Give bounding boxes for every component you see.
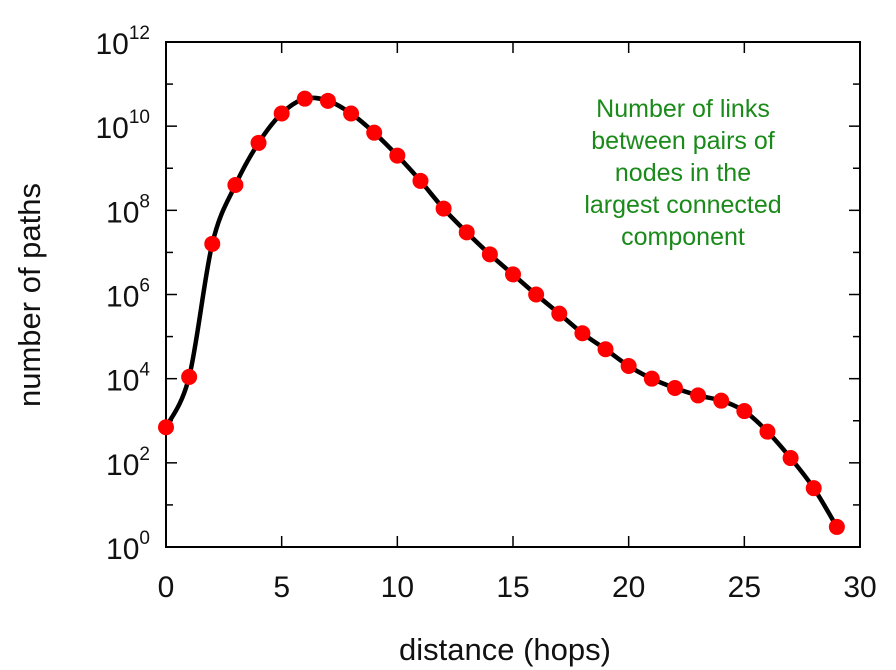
x-tick-label: 25 — [728, 571, 761, 604]
y-tick-label: 104 — [106, 360, 150, 398]
x-tick-labels: 0 5 10 15 20 25 30 — [158, 571, 877, 604]
y-tick-base: 10 — [106, 365, 139, 398]
y-tick-exponent: 12 — [129, 23, 150, 44]
data-point — [435, 200, 452, 217]
y-tick-exponent: 0 — [139, 528, 150, 549]
data-point — [250, 134, 267, 151]
data-point — [643, 370, 660, 387]
y-tick-label: 1010 — [95, 107, 150, 145]
annotation-line: largest connected — [584, 191, 781, 219]
x-tick-label: 5 — [273, 571, 290, 604]
data-point — [158, 419, 174, 436]
data-point — [782, 450, 799, 467]
y-tick-label: 102 — [106, 444, 150, 482]
data-point — [805, 480, 822, 497]
data-point — [389, 147, 406, 164]
annotation-line: nodes in the — [615, 159, 751, 187]
data-point — [481, 246, 498, 263]
data-point — [412, 172, 429, 189]
data-point — [458, 224, 475, 241]
y-tick-base: 10 — [106, 533, 139, 566]
y-tick-exponent: 8 — [139, 191, 150, 212]
y-tick-base: 10 — [95, 112, 128, 145]
data-point — [204, 235, 221, 252]
x-axis-label: distance (hops) — [399, 632, 611, 667]
y-tick-label: 1012 — [95, 23, 150, 61]
x-tick-label: 30 — [843, 571, 876, 604]
data-point — [366, 124, 383, 141]
data-point — [574, 325, 591, 342]
data-point — [181, 368, 198, 385]
data-point — [505, 266, 521, 283]
data-point — [319, 92, 336, 109]
annotation: Number of links between pairs of nodes in … — [584, 95, 781, 251]
data-point — [343, 105, 360, 122]
data-point — [759, 423, 776, 440]
data-point — [690, 387, 707, 404]
data-point — [227, 176, 244, 193]
y-tick-exponent: 4 — [139, 360, 150, 381]
series — [158, 90, 845, 535]
data-point — [296, 90, 313, 107]
annotation-line: component — [621, 223, 745, 251]
y-tick-exponent: 6 — [139, 276, 150, 297]
data-point — [736, 403, 753, 420]
data-point — [597, 341, 614, 358]
y-tick-base: 10 — [106, 449, 139, 482]
axis-ticks — [165, 41, 861, 548]
y-tick-exponent: 10 — [129, 107, 150, 128]
x-tick-label: 10 — [381, 571, 414, 604]
data-point — [551, 305, 568, 322]
y-tick-label: 100 — [106, 528, 150, 566]
annotation-line: Number of links — [596, 95, 770, 123]
data-point — [273, 105, 290, 122]
data-point — [713, 392, 730, 409]
x-tick-label: 20 — [612, 571, 645, 604]
y-tick-label: 108 — [106, 191, 150, 229]
y-tick-base: 10 — [106, 196, 139, 229]
x-tick-label: 15 — [496, 571, 529, 604]
y-axis-label: number of paths — [12, 183, 47, 407]
y-tick-base: 10 — [106, 281, 139, 314]
data-point — [666, 380, 683, 397]
y-tick-base: 10 — [95, 28, 128, 61]
y-tick-label: 106 — [106, 276, 150, 314]
data-point — [828, 518, 845, 535]
data-point — [620, 357, 637, 374]
x-tick-label: 0 — [158, 571, 175, 604]
data-point — [528, 286, 545, 303]
y-tick-exponent: 2 — [139, 444, 150, 465]
annotation-line: between pairs of — [591, 127, 775, 155]
